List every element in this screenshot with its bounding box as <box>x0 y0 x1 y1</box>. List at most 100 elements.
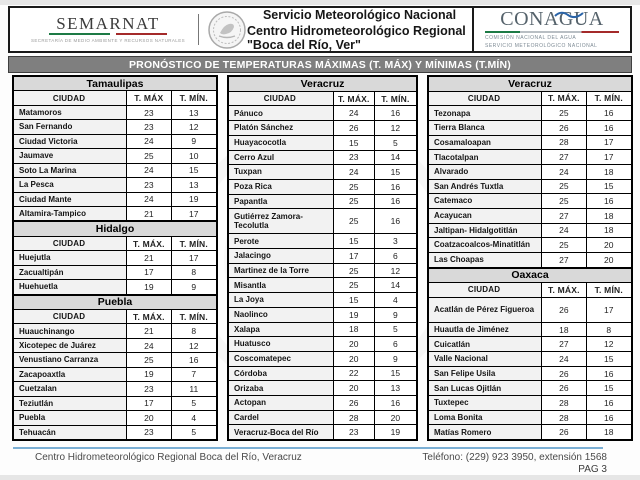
table-row: Jalacingo 17 6 <box>229 248 416 263</box>
city-cell: Ciudad Mante <box>14 192 128 206</box>
table-row: Misantla 25 14 <box>229 277 416 293</box>
tmax-cell: 24 <box>127 134 172 149</box>
tmin-cell: 12 <box>586 337 631 352</box>
tmin-cell: 5 <box>171 396 216 411</box>
tmax-cell: 19 <box>127 367 172 382</box>
tmax-cell: 21 <box>127 251 172 265</box>
conagua-caption: Comisión Nacional del Agua Servicio Mete… <box>485 35 598 49</box>
tmin-cell: 17 <box>171 206 216 221</box>
table-row: Huehuetla 19 9 <box>14 279 216 294</box>
tmin-cell: 16 <box>586 366 631 381</box>
tmax-cell: 25 <box>333 278 375 293</box>
tmin-cell: 9 <box>374 351 416 366</box>
city-cell: La Joya <box>229 293 334 307</box>
tmax-cell: 28 <box>542 410 587 425</box>
table-column-2: Veracruz CIUDAD T. MÁX. T. MÍN. Pánuco 24 16 Pl… <box>227 75 418 441</box>
tmin-cell: 19 <box>374 425 416 440</box>
tmax-cell: 28 <box>542 396 587 410</box>
tmax-cell: 15 <box>333 234 375 248</box>
tmax-column-header: T. MÁX. <box>127 310 172 324</box>
state-header: Puebla <box>14 293 216 309</box>
tmax-cell: 24 <box>127 338 172 353</box>
city-cell: Huayacocotla <box>229 135 334 150</box>
city-cell: Altamira-Tampico <box>14 206 128 221</box>
tmin-cell: 15 <box>586 352 631 366</box>
table-row: Cuetzalan 23 11 <box>14 381 216 396</box>
tmax-cell: 20 <box>333 351 375 366</box>
city-cell: Huatusco <box>229 337 334 351</box>
city-cell: Naolinco <box>229 307 334 322</box>
table-row: Zacualtipán 17 8 <box>14 264 216 280</box>
table-row: Huautla de Jiménez 18 8 <box>429 321 631 337</box>
table-row: Puebla 20 4 <box>14 410 216 425</box>
table-column-3: Veracruz CIUDAD T. MÁX. T. MÍN. Tezonapa 25 16… <box>427 75 633 441</box>
city-cell: Cuicatlán <box>429 337 543 352</box>
tmax-cell: 17 <box>127 265 172 280</box>
tmax-cell: 17 <box>333 249 375 263</box>
tmin-cell: 15 <box>374 366 416 381</box>
city-cell: Cardel <box>229 410 334 425</box>
tmax-column-header: T. MÁX <box>127 91 172 105</box>
table-row: Soto La Marina 24 15 <box>14 162 216 178</box>
tmax-cell: 25 <box>542 106 587 120</box>
table-row: Coscomatepec 20 9 <box>229 350 416 366</box>
tmin-cell: 5 <box>171 425 216 439</box>
tmax-cell: 28 <box>542 135 587 150</box>
semarnat-logo: SEMARNAT Secretaría de Medio Ambiente y … <box>10 8 188 51</box>
table-row: Las Choapas 27 20 <box>429 251 631 267</box>
table-row: Actopan 26 16 <box>229 395 416 410</box>
city-cell: Tuxpan <box>229 165 334 179</box>
table-row: Coatzacoalcos-Minatitlán 25 20 <box>429 237 631 252</box>
tmax-cell: 26 <box>542 425 587 439</box>
tmin-cell: 16 <box>374 106 416 121</box>
city-cell: San Fernando <box>14 120 128 134</box>
tmin-cell: 9 <box>171 280 216 294</box>
tmin-cell: 20 <box>586 238 631 252</box>
tmin-cell: 16 <box>586 396 631 410</box>
city-cell: Papantla <box>229 194 334 209</box>
city-cell: Ciudad Victoria <box>14 134 128 149</box>
state-name: Veracruz <box>429 77 631 91</box>
regional-center-name: Centro Hidrometeorológico Regional "Boca… <box>247 23 466 52</box>
city-column-header: CIUDAD <box>229 91 334 106</box>
tmin-cell: 12 <box>171 338 216 353</box>
tmax-cell: 24 <box>542 352 587 366</box>
city-cell: San Andrés Tuxtla <box>429 179 543 194</box>
tmin-cell: 16 <box>374 396 416 410</box>
tmax-cell: 23 <box>127 178 172 192</box>
tmin-cell: 6 <box>374 337 416 351</box>
city-cell: Cuetzalan <box>14 382 128 396</box>
tmin-cell: 18 <box>586 164 631 179</box>
tmin-cell: 8 <box>586 322 631 337</box>
tmax-cell: 17 <box>127 396 172 411</box>
tmax-cell: 26 <box>333 396 375 410</box>
tmax-cell: 20 <box>333 381 375 396</box>
tmax-column-header: T. MÁX. <box>542 283 587 297</box>
tmin-cell: 19 <box>171 192 216 206</box>
table-row: Tehuacán 23 5 <box>14 424 216 439</box>
tmin-cell: 4 <box>374 293 416 307</box>
tmin-cell: 18 <box>586 223 631 238</box>
tmin-cell: 15 <box>171 163 216 178</box>
table-row: Tuxpan 24 15 <box>229 164 416 179</box>
tmax-cell: 25 <box>333 179 375 194</box>
tmax-cell: 27 <box>542 150 587 164</box>
tmin-cell: 15 <box>586 179 631 194</box>
tmin-cell: 16 <box>586 410 631 425</box>
city-cell: Xalapa <box>229 322 334 337</box>
city-column-header: CIUDAD <box>429 91 543 106</box>
tmax-cell: 19 <box>333 307 375 322</box>
tmin-cell: 7 <box>171 367 216 382</box>
tmax-cell: 23 <box>127 382 172 396</box>
tmax-cell: 27 <box>542 252 587 267</box>
city-cell: Misantla <box>229 278 334 293</box>
city-cell: San Felipe Usila <box>429 366 543 381</box>
city-cell: Huejutla <box>14 251 128 265</box>
table-row: Ciudad Victoria 24 9 <box>14 133 216 149</box>
tmin-cell: 9 <box>171 134 216 149</box>
tmin-cell: 17 <box>586 297 631 322</box>
city-cell: Matías Romero <box>429 425 543 439</box>
city-cell: Jaltipan- Hidalgotitlán <box>429 223 543 238</box>
city-cell: Tehuacán <box>14 425 128 439</box>
